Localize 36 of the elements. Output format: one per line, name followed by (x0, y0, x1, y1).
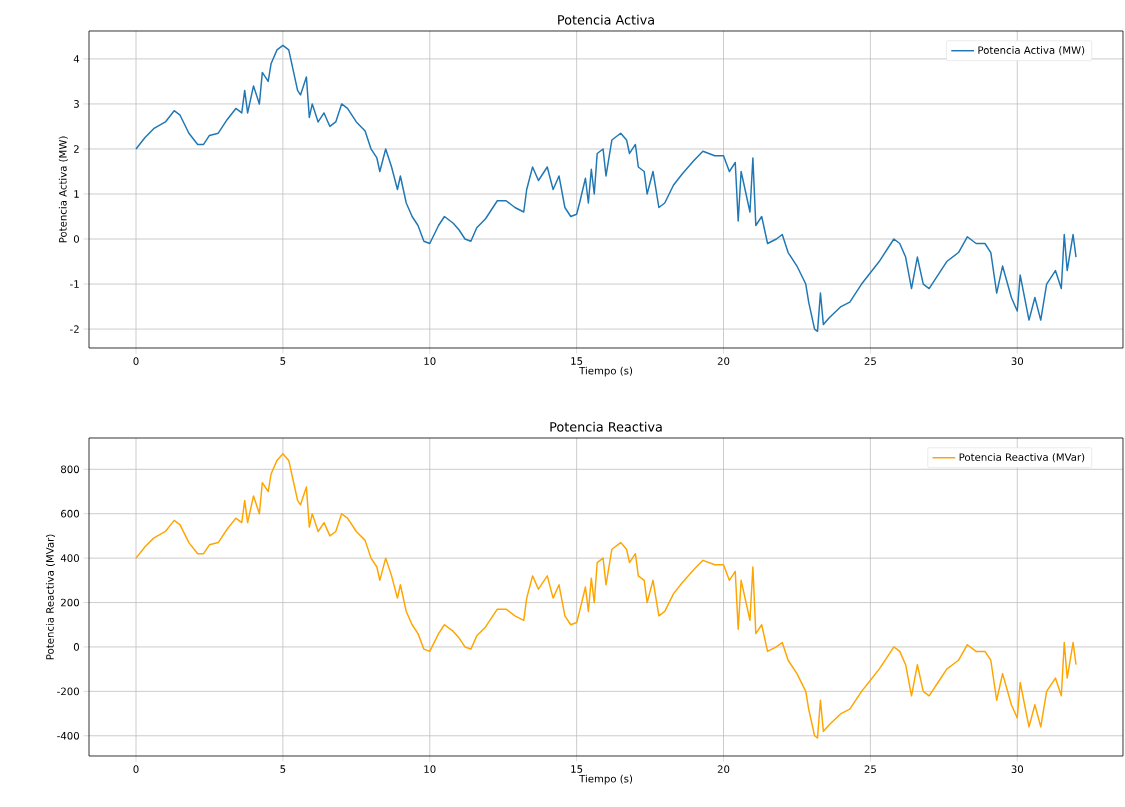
y-tick-label: -1 (70, 280, 79, 288)
y-tick-label: 200 (61, 598, 79, 607)
chart-title: Potencia Reactiva (550, 421, 662, 432)
y-tick-label: -200 (57, 687, 79, 696)
y-tick-label: 3 (74, 100, 79, 108)
y-tick-label: 0 (73, 643, 79, 651)
y-tick-label: -400 (57, 731, 79, 740)
x-axis-title: Tiempo (s) (579, 366, 633, 377)
y-tick-label: -2 (70, 325, 79, 333)
y-tick-label: 400 (60, 554, 79, 562)
legend-label: Potencia Activa (MW) (978, 46, 1085, 56)
x-tick-label: 20 (717, 765, 730, 773)
x-tick-label: 5 (280, 357, 286, 365)
x-tick-label: 0 (133, 357, 139, 365)
y-tick-label: 4 (73, 55, 80, 63)
x-tick-label: 5 (280, 765, 286, 773)
x-tick-label: 30 (1011, 357, 1024, 365)
y-tick-label: 1 (74, 190, 79, 198)
x-tick-label: 10 (424, 765, 436, 773)
y-tick-label: 2 (73, 145, 79, 153)
x-tick-label: 15 (571, 765, 583, 773)
y-axis-title: Potencia Activa (MW) (58, 136, 68, 243)
x-tick-label: 10 (424, 357, 436, 365)
x-tick-label: 0 (133, 765, 139, 773)
x-axis-title: Tiempo (s) (579, 774, 633, 785)
x-tick-label: 25 (864, 357, 876, 365)
y-tick-label: 0 (73, 235, 79, 243)
y-axis-title: Potencia Reactiva (MVar) (45, 534, 55, 660)
x-tick-label: 25 (864, 765, 876, 773)
x-tick-label: 30 (1011, 765, 1024, 773)
legend-label: Potencia Reactiva (MVar) (959, 453, 1085, 463)
x-tick-label: 20 (717, 357, 730, 365)
y-tick-label: 600 (61, 509, 79, 518)
x-tick-label: 15 (571, 357, 583, 365)
chart-title: Potencia Activa (558, 14, 654, 25)
y-tick-label: 800 (61, 465, 79, 474)
